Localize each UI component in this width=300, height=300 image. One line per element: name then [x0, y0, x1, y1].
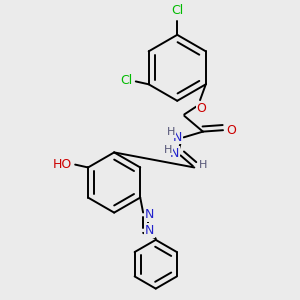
Text: H: H [199, 160, 207, 170]
Text: O: O [226, 124, 236, 137]
Text: N: N [172, 131, 182, 144]
Text: O: O [196, 101, 206, 115]
Text: H: H [167, 127, 175, 137]
Text: N: N [145, 224, 154, 237]
Text: Cl: Cl [171, 4, 183, 17]
Text: HO: HO [53, 158, 72, 170]
Text: H: H [164, 145, 172, 155]
Text: N: N [145, 208, 154, 221]
Text: Cl: Cl [121, 74, 133, 87]
Text: N: N [170, 147, 179, 160]
